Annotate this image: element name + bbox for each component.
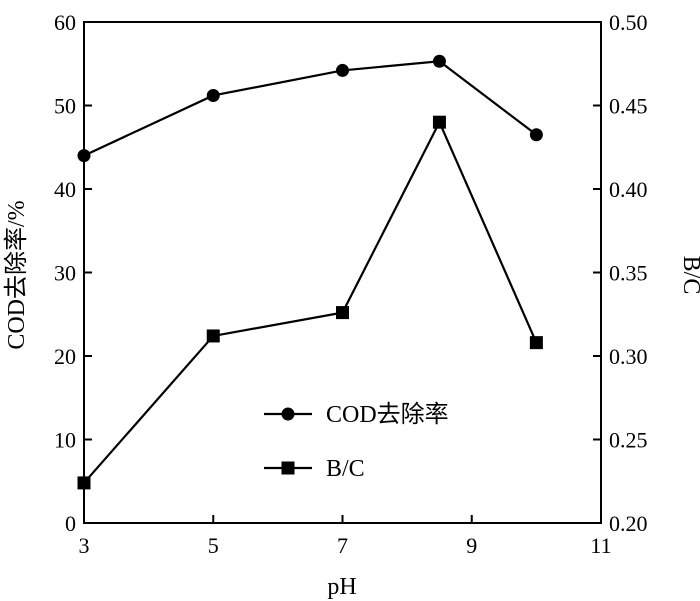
data-point (336, 63, 349, 77)
y-right-tick-label: 0.50 (609, 10, 648, 35)
series-line (83, 119, 538, 484)
data-point (336, 306, 349, 320)
x-tick-label: 9 (466, 533, 477, 558)
y-axis-left-title: COD去除率/% (3, 200, 30, 349)
legend-label-cod: COD去除率 (326, 401, 449, 428)
legend-marker-cod (281, 407, 295, 421)
series-layer (77, 54, 543, 490)
legend: COD去除率 B/C (264, 401, 449, 482)
legend-item-cod: COD去除率 (264, 401, 449, 428)
data-point (206, 329, 220, 343)
series-bc (77, 115, 543, 490)
x-tick-label: 11 (590, 533, 611, 558)
data-point (432, 54, 446, 68)
data-point (432, 115, 446, 129)
y-left-tick-label: 60 (54, 10, 76, 35)
data-point (77, 476, 91, 490)
y-left-tick-label: 0 (65, 511, 76, 536)
plot-frame (83, 21, 602, 524)
axes (83, 21, 602, 524)
series-cod (77, 54, 543, 163)
x-tick-label: 5 (208, 533, 219, 558)
data-point (206, 88, 220, 102)
x-tick-label: 3 (79, 533, 90, 558)
series-line (83, 60, 538, 157)
y-left-tick-label: 50 (54, 94, 76, 119)
ticks: 3 5 7 9 11 0 10 20 30 40 50 60 0.20 0.25 0.30 0.35 0.40 0… (54, 10, 648, 558)
data-point (77, 149, 91, 163)
data-point (529, 336, 543, 350)
y-right-tick-label: 0.25 (609, 428, 648, 453)
y-left-tick-label: 10 (54, 428, 76, 453)
data-point (529, 128, 543, 142)
y-right-tick-label: 0.35 (609, 261, 648, 286)
y-axis-right-title: B/C (678, 256, 700, 295)
x-axis-title: pH (327, 574, 356, 600)
y-right-tick-label: 0.45 (609, 94, 648, 119)
legend-marker-bc (281, 461, 295, 475)
x-tick-label: 7 (337, 533, 348, 558)
y-right-tick-label: 0.40 (609, 177, 648, 202)
legend-label-bc: B/C (326, 456, 365, 482)
y-left-tick-label: 40 (54, 177, 76, 202)
y-left-tick-label: 20 (54, 344, 76, 369)
y-right-tick-label: 0.30 (609, 344, 648, 369)
legend-item-bc: B/C (264, 456, 365, 482)
y-left-tick-label: 30 (54, 261, 76, 286)
y-right-tick-label: 0.20 (609, 511, 648, 536)
